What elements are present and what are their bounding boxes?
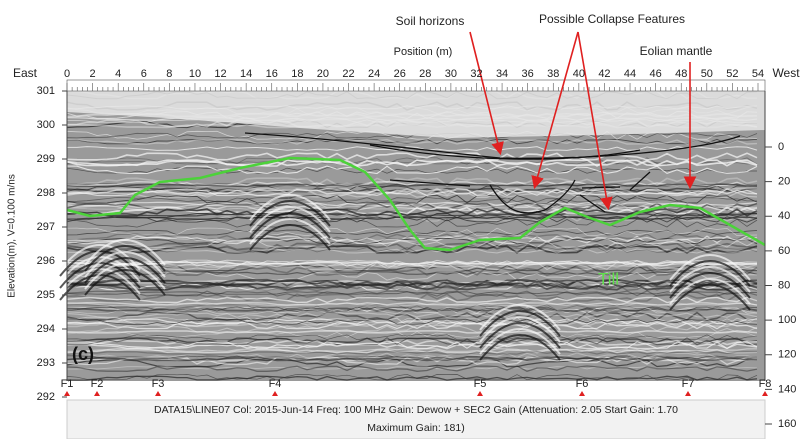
fiducial-marker — [477, 391, 483, 396]
position-ruler — [67, 80, 765, 91]
fiducial-marker — [579, 391, 585, 396]
x-tick-label: 28 — [419, 68, 431, 80]
footer-line: Maximum Gain: 181) — [367, 422, 464, 434]
x-tick-label: 50 — [701, 68, 713, 80]
y2-tick-label: 40 — [778, 210, 790, 222]
x-tick-label: 6 — [141, 68, 147, 80]
elevation-title: Elevation(m), V=0.100 m/ns — [7, 174, 18, 298]
annotation: Eolian mantle — [640, 44, 713, 58]
y2-tick-label: 120 — [778, 349, 796, 361]
x-tick-label: 54 — [752, 68, 764, 80]
x-tick-label: 32 — [470, 68, 482, 80]
fiducial-marker — [64, 391, 70, 396]
y-tick-label: 293 — [37, 357, 55, 369]
fiducial-label: F5 — [474, 378, 487, 390]
fiducial-label: F4 — [269, 378, 282, 390]
x-tick-label: 24 — [368, 68, 380, 80]
fiducial-label: F3 — [152, 378, 165, 390]
fiducial-label: F2 — [91, 378, 104, 390]
y-tick-label: 295 — [37, 289, 55, 301]
x-tick-label: 12 — [214, 68, 226, 80]
x-tick-label: 46 — [650, 68, 662, 80]
west-label: West — [772, 66, 800, 80]
y2-tick-label: 60 — [778, 245, 790, 257]
y-tick-label: 296 — [37, 255, 55, 267]
x-tick-label: 22 — [342, 68, 354, 80]
y2-tick-label: 160 — [778, 418, 796, 430]
x-tick-label: 0 — [64, 68, 70, 80]
fiducial-marker — [155, 391, 161, 396]
footer-line: DATA15\LINE07 Col: 2015-Jun-14 Freq: 100… — [154, 404, 678, 416]
x-tick-label: 16 — [266, 68, 278, 80]
x-tick-label: 42 — [598, 68, 610, 80]
east-label: East — [13, 66, 38, 80]
x-tick-label: 10 — [189, 68, 201, 80]
x-tick-label: 18 — [291, 68, 303, 80]
fiducial-label: F7 — [682, 378, 695, 390]
fiducial-label: F1 — [61, 378, 74, 390]
y-tick-label: 292 — [37, 391, 55, 403]
x-tick-label: 44 — [624, 68, 636, 80]
y2-tick-label: 140 — [778, 383, 796, 395]
fiducial-marker — [94, 391, 100, 396]
x-tick-label: 48 — [675, 68, 687, 80]
y-tick-label: 298 — [37, 187, 55, 199]
y-tick-label: 300 — [37, 119, 55, 131]
x-tick-label: 52 — [726, 68, 738, 80]
x-tick-label: 4 — [115, 68, 121, 80]
x-tick-label: 8 — [166, 68, 172, 80]
fiducial-marker — [272, 391, 278, 396]
x-tick-label: 36 — [522, 68, 534, 80]
y-tick-label: 301 — [37, 85, 55, 97]
y-tick-label: 294 — [37, 323, 55, 335]
annotation: Soil horizons — [396, 14, 465, 28]
x-tick-label: 40 — [573, 68, 585, 80]
x-tick-label: 30 — [445, 68, 457, 80]
till-label: Till — [598, 269, 619, 288]
fiducial-marker — [685, 391, 691, 396]
y-tick-label: 299 — [37, 153, 55, 165]
x-tick-label: 14 — [240, 68, 252, 80]
x-tick-label: 20 — [317, 68, 329, 80]
fiducial-label: F6 — [576, 378, 589, 390]
y2-tick-label: 0 — [778, 141, 784, 153]
x-tick-label: 34 — [496, 68, 508, 80]
panel-label: (c) — [72, 344, 94, 364]
y2-tick-label: 20 — [778, 176, 790, 188]
fiducial-label: F8 — [759, 378, 772, 390]
fiducial-marker — [762, 391, 768, 396]
y2-tick-label: 100 — [778, 314, 796, 326]
figure: Till (c) Position (m) East West Elevatio… — [0, 0, 806, 439]
annotation: Possible Collapse Features — [539, 12, 685, 26]
x-tick-label: 38 — [547, 68, 559, 80]
position-title: Position (m) — [394, 46, 453, 58]
x-tick-label: 2 — [90, 68, 96, 80]
y-tick-label: 297 — [37, 221, 55, 233]
x-tick-label: 26 — [394, 68, 406, 80]
y2-tick-label: 80 — [778, 279, 790, 291]
